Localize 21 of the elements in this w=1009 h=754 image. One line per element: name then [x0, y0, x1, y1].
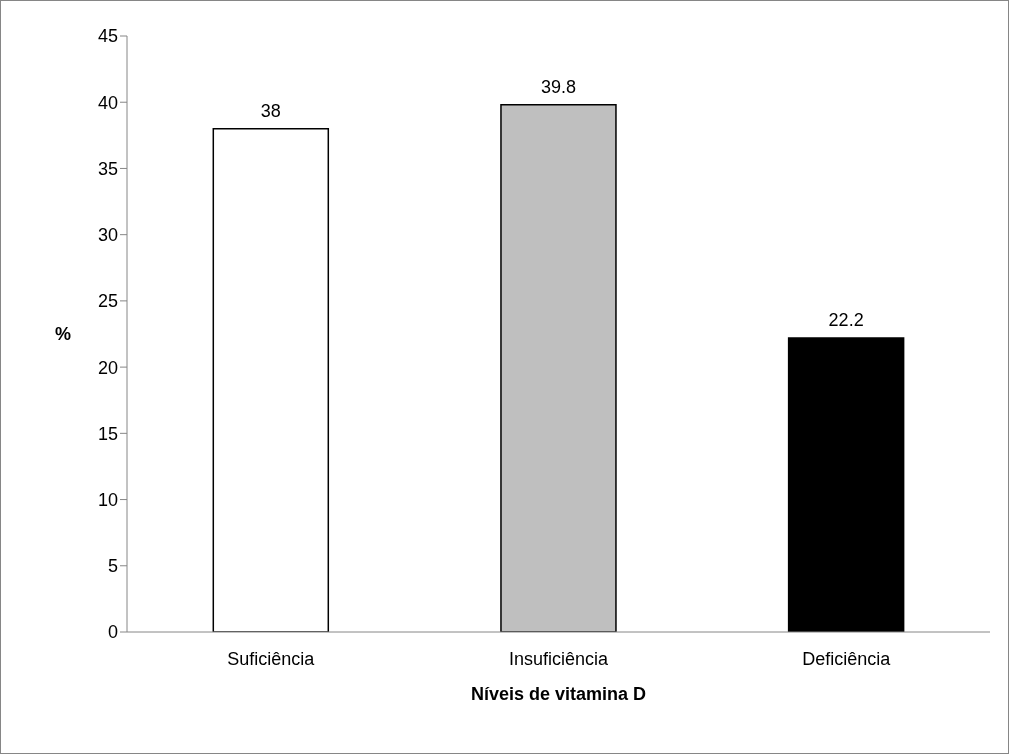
y-tick-label: 35	[97, 158, 118, 179]
x-tick-label: Insuficiência	[508, 648, 610, 669]
x-tick-label: Suficiência	[227, 648, 316, 669]
data-label: 22.2	[828, 309, 864, 330]
bar	[212, 127, 330, 632]
bar	[787, 337, 905, 632]
y-tick-label: 0	[107, 622, 118, 643]
y-tick-label: 5	[107, 556, 118, 577]
y-tick-label: 40	[97, 92, 118, 113]
y-tick-label: 10	[97, 489, 118, 510]
x-axis-title: Níveis de vitamina D	[470, 684, 647, 704]
y-tick-label: 20	[97, 357, 118, 378]
x-tick-label: Deficiência	[802, 648, 892, 669]
data-label: 38	[260, 100, 281, 121]
data-label: 39.8	[540, 76, 576, 97]
bar	[500, 104, 617, 632]
y-tick-label: 45	[97, 26, 118, 47]
y-tick-label: 30	[97, 225, 118, 246]
y-axis-title: %	[55, 324, 72, 345]
y-tick-label: 15	[97, 423, 118, 444]
y-tick-label: 25	[97, 291, 118, 312]
